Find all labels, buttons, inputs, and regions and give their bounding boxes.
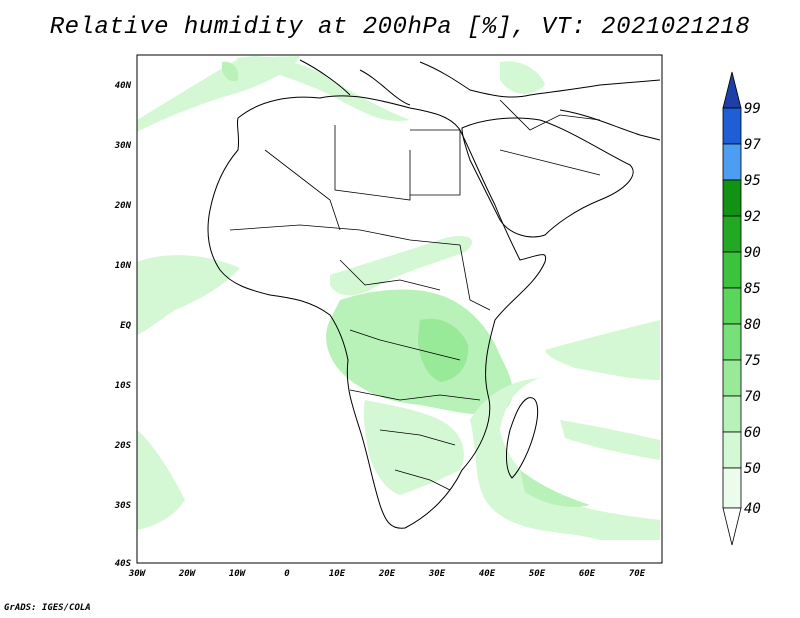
colorbar-top-arrow bbox=[722, 71, 742, 109]
humidity-region-tropical-atlantic bbox=[137, 255, 240, 335]
lat-tick-label: 40N bbox=[115, 81, 132, 91]
colorbar-label: 60 bbox=[744, 425, 761, 441]
lon-tick-label: 10E bbox=[329, 569, 346, 579]
europe-coastline bbox=[299, 59, 661, 106]
colorbar-label: 50 bbox=[744, 461, 761, 477]
lat-tick-label: 10N bbox=[115, 261, 132, 271]
colorbar-label: 99 bbox=[744, 101, 761, 117]
colorbar-segment-70-75 bbox=[722, 359, 742, 397]
humidity-region-great-lakes bbox=[418, 318, 469, 382]
country-borders bbox=[229, 99, 601, 491]
lon-tick-label: 20W bbox=[178, 569, 197, 579]
humidity-region-congo bbox=[326, 289, 513, 415]
colorbar bbox=[722, 71, 742, 546]
colorbar-label: 90 bbox=[744, 245, 761, 261]
lon-tick-label: 40E bbox=[479, 569, 496, 579]
colorbar-segment-97-99 bbox=[722, 107, 742, 145]
lat-tick-label: 20N bbox=[114, 201, 132, 211]
colorbar-label: 92 bbox=[744, 209, 761, 225]
colorbar-segment-75-80 bbox=[722, 323, 742, 361]
colorbar-segment-85-90 bbox=[722, 251, 742, 289]
lon-tick-label: 20E bbox=[378, 569, 396, 579]
lon-tick-label: 10W bbox=[229, 569, 247, 579]
humidity-region-atlantic-north bbox=[137, 56, 300, 132]
map-frame bbox=[136, 54, 663, 564]
colorbar-segment-95-97 bbox=[722, 143, 742, 181]
iran-coastline bbox=[559, 109, 661, 141]
lat-axis: 40N 30N 20N 10N EQ 10S 20S 30S 40S bbox=[114, 81, 132, 569]
lon-tick-label: 50E bbox=[529, 569, 546, 579]
border-north-africa-1 bbox=[264, 149, 341, 231]
border-south-2 bbox=[379, 429, 456, 446]
lat-tick-label: 10S bbox=[115, 381, 132, 391]
border-arabia bbox=[499, 149, 601, 176]
colorbar-label: 97 bbox=[744, 137, 761, 153]
humidity-region-mediterranean bbox=[235, 56, 410, 121]
colorbar-label: 85 bbox=[744, 281, 761, 297]
lat-tick-label: 30N bbox=[114, 141, 132, 151]
humidity-region-southern-africa bbox=[363, 400, 464, 495]
lon-tick-label: 60E bbox=[579, 569, 596, 579]
border-east-1 bbox=[459, 244, 491, 311]
lon-tick-label: 30E bbox=[428, 569, 446, 579]
border-sahel bbox=[229, 224, 461, 246]
lon-tick-label: 70E bbox=[629, 569, 646, 579]
colorbar-segment-60-70 bbox=[722, 395, 742, 433]
colorbar-label: 75 bbox=[744, 353, 761, 369]
lat-tick-label: 20S bbox=[114, 441, 132, 451]
lon-tick-label: 0 bbox=[284, 569, 290, 579]
arabia-coastline bbox=[461, 117, 634, 238]
border-south-3 bbox=[394, 469, 451, 491]
border-central-2 bbox=[349, 329, 461, 361]
lat-tick-label: 40S bbox=[115, 559, 132, 569]
colorbar-label: 40 bbox=[744, 501, 761, 517]
humidity-region-east-ocean bbox=[545, 320, 660, 380]
humidity-region-swirl-core bbox=[520, 470, 590, 507]
map-title: Relative humidity at 200hPa [%], VT: 202… bbox=[49, 14, 751, 41]
humidity-region-med-core bbox=[222, 61, 239, 82]
lat-tick-label: EQ bbox=[120, 321, 131, 331]
colorbar-label: 70 bbox=[744, 389, 761, 405]
colorbar-labels: 99 97 95 92 90 85 80 75 70 60 50 40 bbox=[744, 101, 761, 517]
humidity-region-east-med bbox=[500, 61, 545, 95]
colorbar-segment-92-95 bbox=[722, 179, 742, 217]
lon-tick-label: 30W bbox=[128, 569, 147, 579]
grads-credit: GrADS: IGES/COLA bbox=[4, 603, 91, 613]
lat-tick-label: 30S bbox=[114, 501, 132, 511]
colorbar-segment-40-50 bbox=[722, 467, 742, 509]
border-central-1 bbox=[339, 259, 441, 291]
colorbar-segment-80-85 bbox=[722, 287, 742, 325]
colorbar-label: 95 bbox=[744, 173, 761, 189]
border-south-1 bbox=[349, 389, 481, 401]
lon-axis: 30W 20W 10W 0 10E 20E 30E 40E 50E 60E 70… bbox=[128, 569, 646, 579]
humidity-region-sahel bbox=[330, 235, 473, 296]
madagascar-coastline bbox=[506, 397, 539, 479]
humidity-region-indian-ocean bbox=[470, 378, 660, 540]
border-egypt bbox=[410, 129, 461, 196]
colorbar-segment-90-92 bbox=[722, 215, 742, 253]
colorbar-label: 80 bbox=[744, 317, 761, 333]
humidity-region-east-ocean-2 bbox=[560, 420, 660, 460]
border-mideast bbox=[499, 99, 601, 131]
colorbar-bottom-arrow bbox=[722, 507, 742, 546]
humidity-shading bbox=[137, 56, 660, 540]
border-north-africa-2 bbox=[334, 125, 411, 201]
colorbar-segment-50-60 bbox=[722, 431, 742, 469]
humidity-region-south-atlantic bbox=[137, 430, 185, 530]
